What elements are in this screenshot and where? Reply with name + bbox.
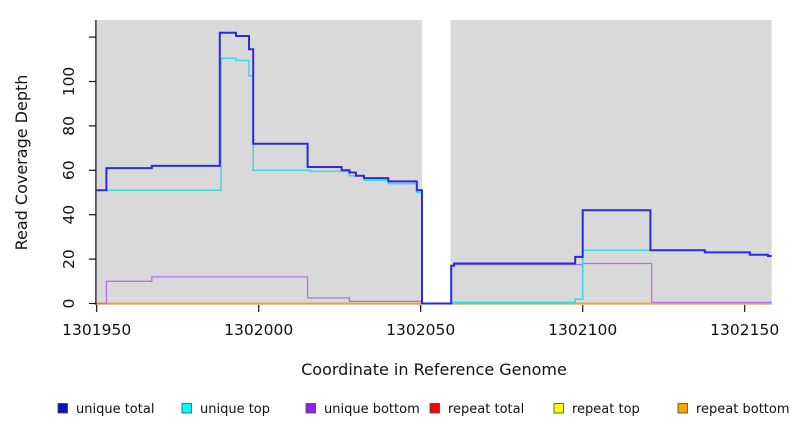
legend-label: unique total (76, 402, 154, 417)
legend-swatch-unique-bottom (305, 403, 316, 414)
x-tick-label: 1302150 (710, 321, 779, 339)
y-tick-label: 60 (60, 160, 78, 180)
legend-item-unique-top: unique top (181, 402, 270, 417)
x-tick-label: 1301950 (62, 321, 131, 339)
legend-item-repeat-top: repeat top (553, 402, 640, 417)
x-axis-title: Coordinate in Reference Genome (301, 360, 567, 379)
y-tick-label: 20 (60, 249, 78, 269)
plot-panel-group (96, 20, 772, 305)
legend-label: unique top (200, 402, 270, 417)
legend-swatch-repeat-bottom (677, 403, 688, 414)
y-tick-label: 40 (60, 205, 78, 225)
legend-label: repeat total (448, 402, 524, 417)
legend: unique total unique top unique bottom repea… (57, 402, 790, 417)
x-tick-label: 1302100 (548, 321, 617, 339)
legend-label: repeat bottom (696, 402, 790, 417)
axes-group: 1301950 1302000 1302050 1302100 1302150 0 20 40… (60, 20, 779, 339)
legend-swatch-repeat-total (429, 403, 440, 414)
y-axis-title: Read Coverage Depth (12, 75, 31, 251)
legend-swatch-repeat-top (553, 403, 564, 414)
y-tick-label: 0 (60, 299, 78, 309)
legend-swatch-unique-total (57, 403, 68, 414)
series-line-unique-total (96, 31, 772, 305)
legend-item-repeat-bottom: repeat bottom (677, 402, 790, 417)
legend-swatch-unique-top (181, 403, 192, 414)
y-tick-label: 100 (60, 67, 78, 97)
legend-item-unique-total: unique total (57, 402, 154, 417)
no-data-gap (421, 20, 451, 305)
legend-item-unique-bottom: unique bottom (305, 402, 420, 417)
y-tick-label: 80 (60, 116, 78, 136)
legend-item-repeat-total: repeat total (429, 402, 524, 417)
series-lines-group (96, 31, 772, 305)
legend-label: repeat top (572, 402, 640, 417)
legend-label: unique bottom (324, 402, 420, 417)
x-tick-label: 1302050 (386, 321, 455, 339)
x-tick-label: 1302000 (224, 321, 293, 339)
